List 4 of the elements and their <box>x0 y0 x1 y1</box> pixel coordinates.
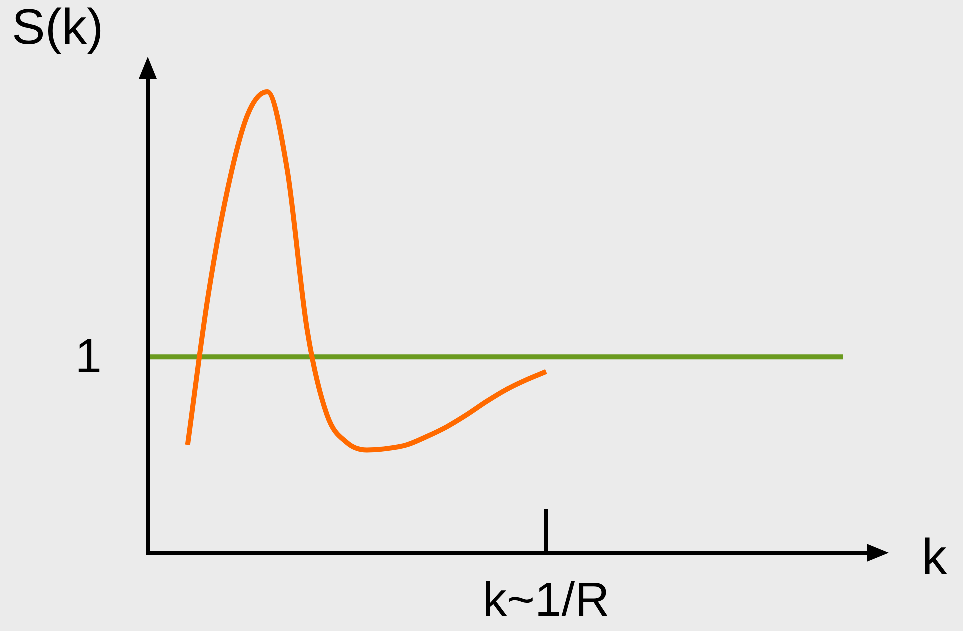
x-axis-title: k <box>922 528 947 586</box>
text: k~1/R <box>483 574 610 628</box>
y-axis-title: S(k) <box>12 0 104 56</box>
text: 1 <box>75 330 102 384</box>
